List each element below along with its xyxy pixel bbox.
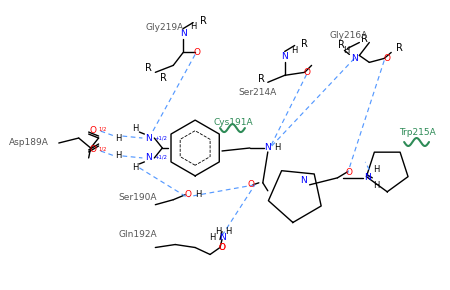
Text: Ser214A: Ser214A (238, 88, 276, 97)
Text: H: H (132, 124, 139, 133)
Text: 1/2: 1/2 (99, 126, 107, 131)
Text: H: H (115, 133, 122, 142)
Text: H: H (225, 227, 231, 236)
Text: H: H (195, 190, 201, 199)
Text: N: N (219, 233, 225, 242)
Text: +1/2: +1/2 (154, 155, 167, 160)
Text: N: N (265, 144, 271, 153)
Text: 1/2: 1/2 (99, 147, 107, 152)
Text: R: R (396, 44, 403, 53)
Text: H: H (373, 181, 379, 190)
Text: H: H (215, 227, 221, 236)
Text: R: R (258, 74, 265, 84)
Text: Asp189A: Asp189A (9, 138, 49, 147)
Text: R: R (200, 16, 207, 26)
Text: R: R (361, 34, 368, 44)
Text: O: O (89, 146, 96, 155)
Text: H: H (274, 144, 281, 153)
Text: Trp215A: Trp215A (399, 128, 436, 137)
Text: O: O (184, 190, 192, 199)
Text: O: O (89, 126, 96, 135)
Text: Ser190A: Ser190A (118, 193, 157, 202)
Text: N: N (145, 133, 152, 142)
Text: H: H (190, 22, 196, 31)
Text: N: N (281, 52, 288, 61)
Text: N: N (145, 153, 152, 162)
Text: H: H (373, 165, 379, 174)
Text: H: H (209, 233, 215, 242)
Text: Gly216A: Gly216A (329, 30, 368, 39)
Text: R: R (338, 41, 345, 50)
Text: H: H (343, 46, 350, 55)
Text: R: R (301, 39, 308, 50)
Text: N: N (351, 54, 358, 63)
Text: H: H (292, 46, 298, 55)
Text: O: O (303, 68, 310, 77)
Text: O: O (384, 54, 391, 63)
Text: R: R (160, 73, 167, 83)
Text: H: H (115, 151, 122, 160)
Text: R: R (145, 64, 152, 73)
Text: N: N (180, 29, 187, 38)
Text: O: O (219, 243, 225, 252)
Text: Cys191A: Cys191A (213, 118, 253, 127)
Text: O: O (248, 180, 254, 189)
Text: O: O (346, 168, 353, 177)
Text: Gly219A: Gly219A (145, 23, 184, 32)
Text: Gln192A: Gln192A (118, 230, 157, 239)
Text: O: O (219, 243, 225, 252)
Text: +1/2: +1/2 (154, 135, 167, 140)
Text: N: N (300, 176, 307, 185)
Text: O: O (194, 48, 201, 57)
Text: H: H (132, 163, 139, 172)
Text: N: N (364, 173, 371, 182)
